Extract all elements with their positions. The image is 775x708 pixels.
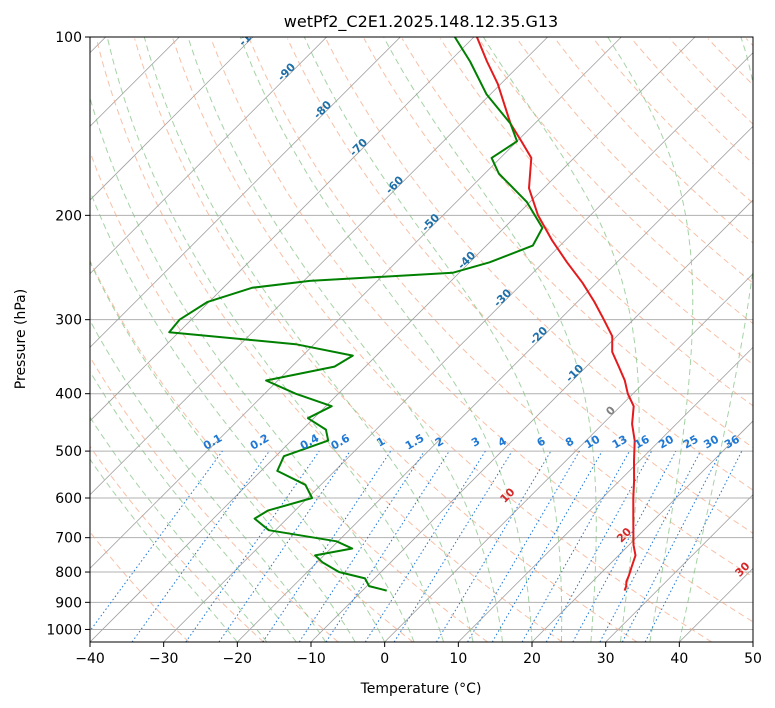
mixing-ratio-line (572, 450, 677, 642)
y-tick-label: 1000 (46, 622, 82, 638)
moist-adiabat-line (90, 458, 238, 642)
moist-adiabat-line (90, 370, 297, 642)
x-tick-label: 30 (597, 651, 615, 667)
x-tick-label: −10 (296, 651, 326, 667)
mixing-ratio-line (185, 450, 320, 642)
dry-adiabat-line (478, 38, 753, 325)
plot-frame (89, 36, 754, 643)
dry-adiabat-line (363, 38, 753, 449)
isotherm-line (90, 37, 696, 642)
dry-adiabat-line (248, 38, 753, 578)
isotherm-line (90, 37, 622, 569)
y-tick-label: 800 (55, 565, 82, 581)
mixing-ratio-line (521, 450, 630, 642)
x-tick-label: 10 (449, 651, 467, 667)
x-axis-label: Temperature (°C) (360, 681, 482, 697)
y-tick-label: 500 (55, 444, 82, 460)
dry-adiabat-line (134, 38, 638, 642)
moist-adiabat-line (90, 189, 386, 642)
x-tick-label: 0 (380, 651, 389, 667)
isotherm-label: -100 (236, 20, 265, 49)
mixing-ratio-line (435, 450, 552, 642)
isotherm-line (605, 494, 753, 642)
isotherm-line (90, 37, 401, 348)
dry-adiabat-line (325, 38, 753, 491)
dry-adiabat-line (631, 38, 753, 165)
moist-adiabat-line (239, 37, 533, 642)
mixing-ratio-line (325, 450, 450, 642)
dry-adiabat-line (95, 38, 563, 642)
mixing-ratio-line (545, 450, 653, 642)
dry-adiabat-line (401, 38, 753, 407)
dewpoint-profile-line (168, 37, 544, 592)
y-tick-label: 300 (55, 313, 82, 329)
moist-adiabat-line (90, 260, 356, 642)
isotherm-line (90, 37, 327, 275)
y-axis-label: Pressure (hPa) (13, 289, 29, 389)
y-tick-label: 600 (55, 491, 82, 507)
x-tick-label: −20 (223, 651, 253, 667)
isotherm-line (384, 273, 753, 642)
moist-adiabat-line (106, 37, 445, 642)
x-tick-label: −40 (75, 651, 105, 667)
mixing-ratio-line (218, 450, 351, 642)
moist-adiabat-line (303, 37, 563, 642)
moist-adiabat-line (383, 37, 597, 642)
dry-adiabat-line (90, 531, 190, 642)
mixing-ratio-line (491, 450, 603, 642)
dry-adiabat-line (287, 38, 753, 534)
x-tick-label: −30 (149, 651, 179, 667)
mixing-ratio-line (364, 450, 486, 642)
isotherm-line (90, 37, 254, 201)
moist-adiabat-line (90, 416, 268, 642)
dry-adiabat-line (90, 259, 414, 642)
mixing-ratio-line (393, 450, 513, 642)
dry-adiabat-line (90, 445, 264, 642)
dry-adiabat-line (172, 38, 712, 642)
moist-adiabat-line (607, 37, 694, 642)
moist-adiabat-line (90, 96, 415, 642)
y-tick-label: 200 (55, 208, 82, 224)
mixing-ratio-line (467, 450, 580, 642)
temperature-profile-line (475, 37, 637, 591)
moist-adiabat-line (482, 37, 640, 642)
x-tick-label: 50 (744, 651, 762, 667)
moist-adiabat-line (90, 319, 327, 642)
y-tick-label: 700 (55, 531, 82, 547)
moist-adiabat-line (678, 37, 753, 642)
dry-adiabat-line (592, 38, 753, 204)
chart-title: wetPf2_C2E1.2025.148.12.35.G13 (284, 12, 558, 32)
isotherm-line (163, 52, 753, 642)
y-tick-label: 100 (55, 30, 82, 46)
y-tick-label: 900 (55, 595, 82, 611)
x-tick-label: 20 (523, 651, 541, 667)
isotherm-line (90, 37, 475, 422)
x-tick-label: 40 (670, 651, 688, 667)
y-tick-label: 400 (55, 387, 82, 403)
